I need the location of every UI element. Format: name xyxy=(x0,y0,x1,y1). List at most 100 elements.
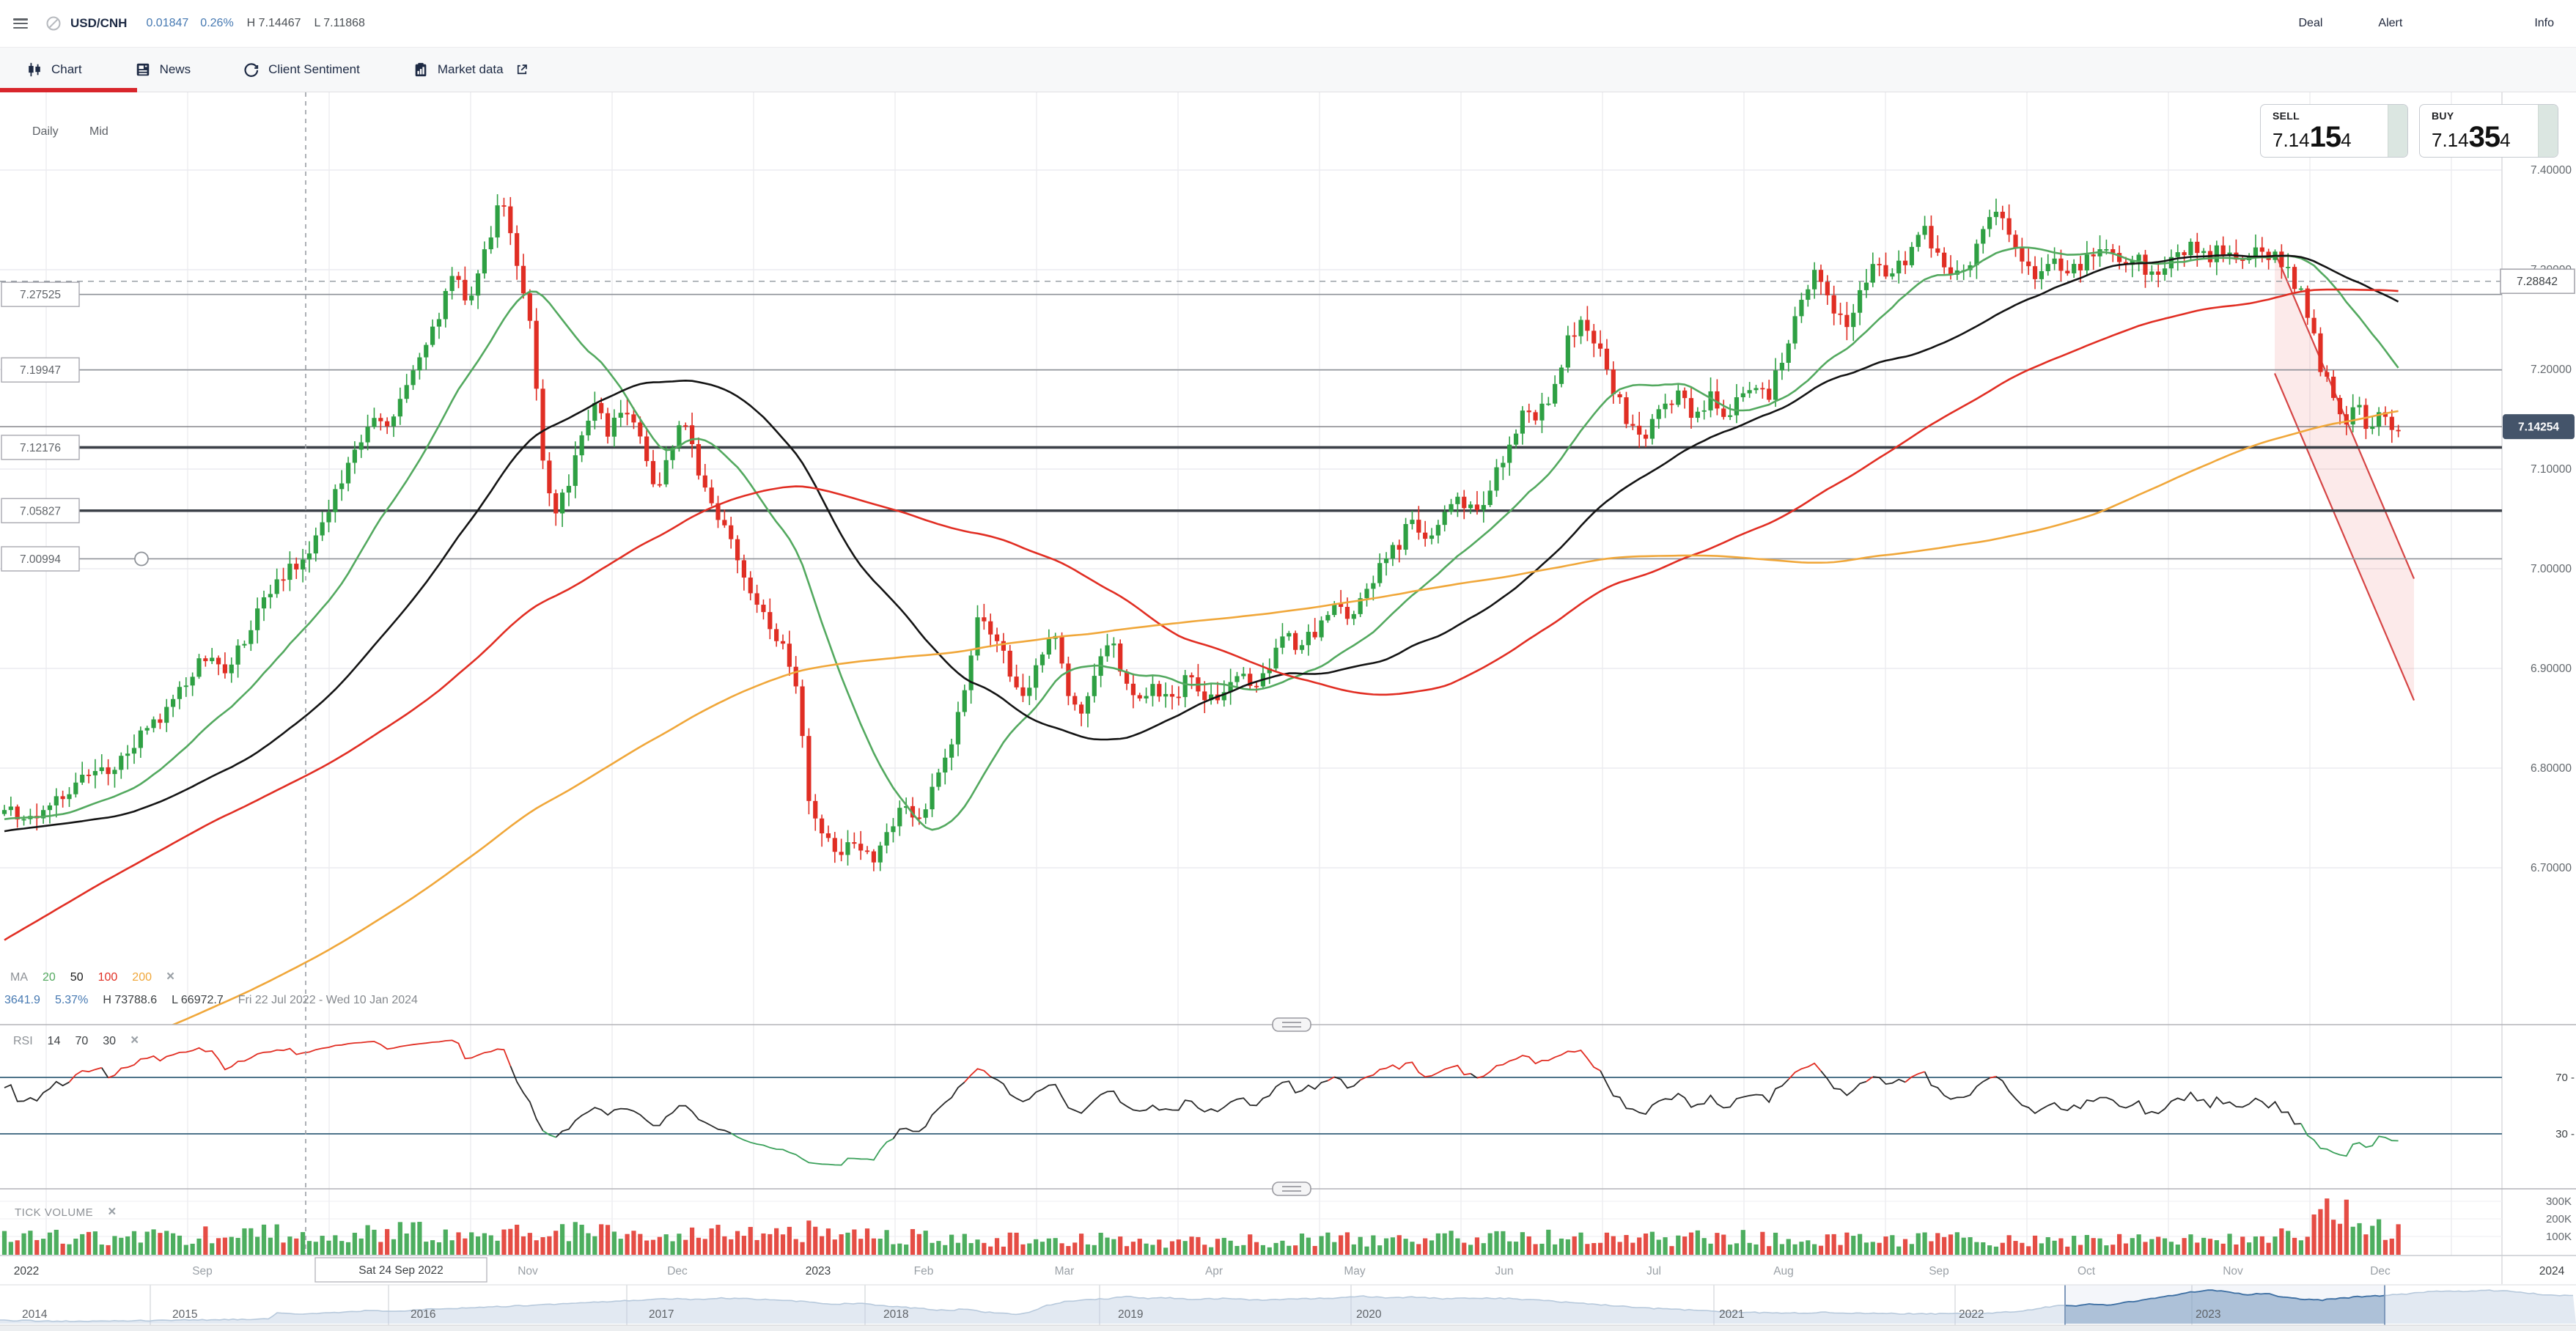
svg-text:7.27525: 7.27525 xyxy=(20,289,61,301)
svg-text:6.70000: 6.70000 xyxy=(2531,862,2572,874)
svg-text:7.00994: 7.00994 xyxy=(20,553,61,566)
candlestick-chart-icon xyxy=(26,62,43,78)
svg-text:2018: 2018 xyxy=(883,1308,908,1321)
client-sentiment-icon xyxy=(243,62,260,78)
sell-button[interactable]: SELL 7.14 15 4 xyxy=(2260,104,2408,158)
info-button[interactable]: Info xyxy=(2534,17,2554,29)
svg-text:7.20000: 7.20000 xyxy=(2531,364,2572,376)
view-tabs: Chart News Client Sentiment Market data xyxy=(0,47,2576,92)
price-axis: 7.400007.300007.200007.100007.000006.900… xyxy=(2500,164,2575,1140)
rsi-close-icon[interactable]: × xyxy=(130,1033,139,1048)
svg-text:Nov: Nov xyxy=(518,1265,538,1277)
tab-market-data[interactable]: Market data xyxy=(386,48,555,92)
svg-text:Dec: Dec xyxy=(667,1265,688,1277)
rsi-upper-setting: 70 xyxy=(75,1035,89,1047)
rsi-period: 14 xyxy=(47,1035,61,1047)
range-navigator[interactable]: 2014 2015 2016 2017 2018 2019 2020 2021 2022 2023 xyxy=(0,1284,2576,1325)
svg-text:7.00000: 7.00000 xyxy=(2531,563,2572,575)
buy-button[interactable]: BUY 7.14 35 4 xyxy=(2419,104,2558,158)
sell-button-strip xyxy=(2388,105,2407,157)
svg-text:2023: 2023 xyxy=(806,1265,831,1277)
instrument-header: USD/CNH 0.01847 0.26% H 7.14467 L 7.1186… xyxy=(0,0,2576,47)
market-closed-icon xyxy=(45,15,62,32)
readout-high: H 73788.6 xyxy=(103,994,158,1006)
tab-client-sentiment[interactable]: Client Sentiment xyxy=(217,48,386,92)
svg-text:Dec: Dec xyxy=(2370,1265,2391,1277)
horizontal-scrollbar[interactable] xyxy=(0,1325,2576,1331)
tab-news[interactable]: News xyxy=(108,48,218,92)
active-tab-indicator xyxy=(0,88,137,92)
ma-close-icon[interactable]: × xyxy=(166,969,175,984)
price-level-labels[interactable]: 7.27525 7.19947 7.12176 7.05827 7.00994 xyxy=(1,281,80,572)
pane-resize-handle[interactable] xyxy=(1272,1181,1311,1196)
svg-text:6.80000: 6.80000 xyxy=(2531,762,2572,775)
svg-text:2014: 2014 xyxy=(22,1308,48,1321)
svg-text:Jul: Jul xyxy=(1646,1265,1661,1277)
svg-text:2020: 2020 xyxy=(1356,1308,1382,1321)
svg-text:Nov: Nov xyxy=(2223,1265,2243,1277)
price-basis-select[interactable]: Mid xyxy=(89,125,108,138)
timeframe-select[interactable]: Daily xyxy=(32,125,59,138)
svg-text:2021: 2021 xyxy=(1719,1308,1744,1321)
svg-text:Jun: Jun xyxy=(1495,1265,1514,1277)
menu-icon[interactable] xyxy=(13,18,28,29)
ma-period-100: 100 xyxy=(97,971,118,984)
svg-text:Apr: Apr xyxy=(1205,1265,1223,1277)
tab-chart[interactable]: Chart xyxy=(0,48,137,92)
external-link-icon xyxy=(515,63,529,76)
svg-text:Feb: Feb xyxy=(914,1265,934,1277)
svg-text:7.14254: 7.14254 xyxy=(2518,421,2559,434)
current-price-badge xyxy=(2503,414,2575,440)
svg-text:Mar: Mar xyxy=(1055,1265,1075,1277)
day-low: L 7.11868 xyxy=(314,17,365,29)
ma-indicator-legend: MA 20 50 100 200 × xyxy=(10,969,174,985)
svg-text:100K: 100K xyxy=(2546,1231,2572,1243)
tick-volume-title: TICK VOLUME xyxy=(15,1206,94,1219)
svg-text:May: May xyxy=(1344,1265,1366,1277)
pane-resize-handle[interactable] xyxy=(1272,1017,1311,1032)
svg-text:7.05827: 7.05827 xyxy=(20,505,61,517)
svg-text:7.10000: 7.10000 xyxy=(2531,463,2572,476)
deal-button[interactable]: Deal xyxy=(2298,17,2323,29)
svg-text:70 -: 70 - xyxy=(2555,1072,2575,1084)
instrument-name: USD/CNH xyxy=(70,16,128,30)
tick-volume-legend: TICK VOLUME × xyxy=(15,1204,117,1220)
svg-text:Aug: Aug xyxy=(1773,1265,1794,1277)
svg-text:200K: 200K xyxy=(2546,1213,2572,1225)
svg-text:Sep: Sep xyxy=(1929,1265,1949,1277)
svg-text:Oct: Oct xyxy=(2078,1265,2096,1277)
readout-open: 3641.9 xyxy=(4,994,40,1006)
svg-text:7.19947: 7.19947 xyxy=(20,364,61,377)
alert-button[interactable]: Alert xyxy=(2378,17,2403,29)
session-date-label: Sat 24 Sep 2022 xyxy=(358,1264,444,1277)
svg-text:6.90000: 6.90000 xyxy=(2531,663,2572,675)
sell-price: 7.14 15 4 xyxy=(2273,121,2352,153)
visible-date-range: Fri 22 Jul 2022 - Wed 10 Jan 2024 xyxy=(238,994,418,1006)
tick-volume-pane: 300K 200K 100K xyxy=(0,1195,2576,1256)
svg-text:Sep: Sep xyxy=(192,1265,213,1277)
resistance-price-label: 7.28842 xyxy=(2517,276,2558,288)
ma-period-200: 200 xyxy=(132,971,152,984)
svg-text:2015: 2015 xyxy=(172,1308,197,1321)
price-change: 0.01847 xyxy=(146,17,189,29)
buy-label: BUY xyxy=(2432,110,2454,122)
price-change-pct: 0.26% xyxy=(200,17,234,29)
market-data-icon xyxy=(413,62,429,78)
tick-volume-close-icon[interactable]: × xyxy=(108,1204,117,1220)
rsi-pane xyxy=(0,1039,2502,1166)
svg-text:300K: 300K xyxy=(2546,1195,2572,1208)
rsi-lower-setting: 30 xyxy=(103,1035,117,1047)
readout-change-pct: 5.37% xyxy=(54,994,89,1006)
svg-text:2019: 2019 xyxy=(1118,1308,1143,1321)
svg-text:2022: 2022 xyxy=(1959,1308,1984,1321)
svg-text:30 -: 30 - xyxy=(2555,1128,2575,1140)
svg-text:7.40000: 7.40000 xyxy=(2531,164,2572,177)
svg-text:2022: 2022 xyxy=(14,1265,39,1277)
time-axis: 2022 Sep Nov Dec 2023 Feb Mar Apr May Jun Jul Aug Se… xyxy=(14,1257,2565,1283)
buy-price: 7.14 35 4 xyxy=(2432,121,2511,153)
svg-text:2024: 2024 xyxy=(2539,1265,2565,1277)
price-pane xyxy=(0,194,2502,1025)
news-icon xyxy=(135,62,151,78)
